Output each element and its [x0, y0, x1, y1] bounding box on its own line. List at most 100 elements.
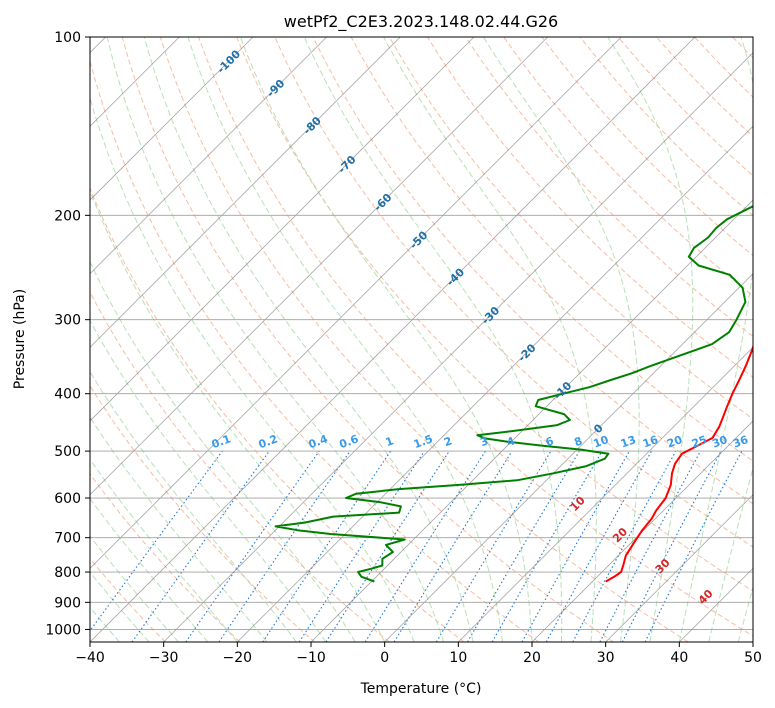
isotherm — [90, 37, 254, 201]
isotherm — [90, 37, 327, 275]
mixing-ratio-label: 10 — [592, 433, 611, 451]
isotherm — [163, 52, 753, 642]
x-tick-label: 40 — [670, 650, 688, 666]
y-tick-label: 100 — [54, 30, 81, 46]
mixing-ratio-line — [545, 450, 653, 642]
mixing-ratio-line — [521, 450, 630, 642]
dry-adiabat — [236, 37, 753, 592]
isotherm — [90, 37, 475, 422]
y-tick-label: 600 — [54, 491, 81, 507]
mixing-ratio-label: 13 — [619, 433, 638, 450]
mixing-ratio-label: 16 — [641, 433, 660, 451]
mixing-ratio-line — [131, 450, 270, 642]
y-tick-label: 200 — [54, 208, 81, 224]
x-axis: −40 −30 −20 −10 0 10 20 30 40 50 — [75, 642, 762, 666]
moist-adiabat — [90, 497, 209, 642]
temperature-profile — [605, 344, 753, 583]
x-tick-label: 50 — [744, 650, 762, 666]
mixing-ratio-label: 2 — [442, 434, 454, 449]
dry-adiabat — [350, 37, 753, 462]
chart-title: wetPf2_C2E3.2023.148.02.44.G26 — [284, 12, 558, 32]
x-tick-label: −30 — [149, 650, 179, 666]
dry-adiabat — [90, 557, 166, 642]
moist-adiabat — [482, 37, 640, 642]
y-tick-label: 500 — [54, 444, 81, 460]
sounding-profiles — [274, 205, 753, 583]
moist-adiabat — [607, 37, 694, 642]
x-tick-label: 10 — [449, 650, 467, 666]
mixing-ratio-line — [218, 450, 351, 642]
x-tick-label: 30 — [597, 650, 615, 666]
mixing-ratio-label: 0.1 — [210, 432, 233, 451]
moist-adiabat — [90, 416, 268, 642]
isotherm — [237, 125, 753, 642]
mixing-ratio-label: 3 — [478, 434, 490, 449]
isotherm — [605, 494, 753, 642]
isotherm — [384, 273, 753, 642]
dry-adiabat — [90, 472, 241, 642]
mixing-ratio-line — [298, 450, 425, 642]
mixing-ratio-label: 0.4 — [307, 432, 330, 451]
dry-adiabat — [90, 384, 316, 642]
mixing-ratio-line — [185, 450, 320, 642]
moist-adiabat — [90, 260, 356, 642]
mixing-ratio-label: 36 — [731, 433, 750, 451]
isotherm — [458, 346, 753, 642]
dry-adiabat — [90, 291, 390, 642]
moist-adiabat — [90, 458, 238, 642]
moist-adiabat — [303, 37, 563, 642]
pressure-gridlines — [90, 37, 753, 630]
moist-adiabat — [143, 37, 474, 642]
moist-adiabat — [106, 37, 445, 642]
mixing-ratio-label: 4 — [505, 434, 517, 449]
dry-adiabat — [426, 37, 753, 378]
dry-adiabat — [159, 37, 689, 642]
y-tick-label: 1000 — [45, 622, 81, 638]
dewpoint-profile — [274, 205, 753, 583]
plot-frame — [89, 36, 754, 643]
isotherm — [531, 420, 753, 642]
mixing-ratio-line — [644, 450, 743, 642]
dry-adiabat — [90, 59, 540, 642]
dry-adiabats — [90, 37, 753, 642]
dry-adiabat — [121, 37, 614, 642]
y-tick-label: 300 — [54, 313, 81, 329]
mixing-ratio-label: 1.5 — [412, 432, 435, 451]
mixing-ratio-label: 30 — [710, 433, 729, 451]
mixing-ratio-label: 20 — [665, 433, 684, 451]
x-tick-label: 0 — [380, 650, 389, 666]
mixing-ratio-label: 8 — [572, 434, 584, 449]
x-tick-label: 20 — [523, 650, 541, 666]
mixing-ratio-label: 0.2 — [257, 432, 280, 451]
mixing-ratio-line — [90, 450, 223, 632]
isotherm — [310, 199, 753, 642]
dry-adiabat — [198, 37, 753, 637]
moist-adiabat — [383, 37, 597, 642]
dry-adiabat — [90, 186, 465, 642]
moist-adiabat — [678, 37, 753, 642]
mixing-ratio-label: 25 — [690, 433, 709, 450]
y-tick-label: 800 — [54, 565, 81, 581]
mixing-ratio-label: 1 — [384, 434, 396, 449]
isotherms — [90, 37, 753, 642]
moist-adiabat — [187, 37, 503, 642]
moist-adiabats — [90, 37, 753, 642]
mixing-ratio-label: 0.6 — [338, 432, 361, 451]
x-axis-label: Temperature (°C) — [360, 681, 482, 697]
mixing-ratio-line — [262, 450, 392, 642]
isotherm — [90, 37, 622, 569]
x-tick-label: −40 — [75, 650, 105, 666]
moist-adiabat — [90, 370, 297, 642]
y-axis: 100 200 300 400 500 600 700 800 900 1000 — [45, 30, 90, 638]
moist-adiabat — [90, 189, 386, 642]
x-tick-label: −10 — [296, 650, 326, 666]
mixing-ratio-lines — [90, 450, 743, 642]
y-tick-label: 700 — [54, 531, 81, 547]
mixing-ratio-line — [325, 450, 450, 642]
y-tick-label: 900 — [54, 595, 81, 611]
mixing-ratio-line — [572, 450, 677, 642]
mixing-ratio-line — [393, 450, 513, 642]
dry-adiabat — [274, 37, 753, 548]
